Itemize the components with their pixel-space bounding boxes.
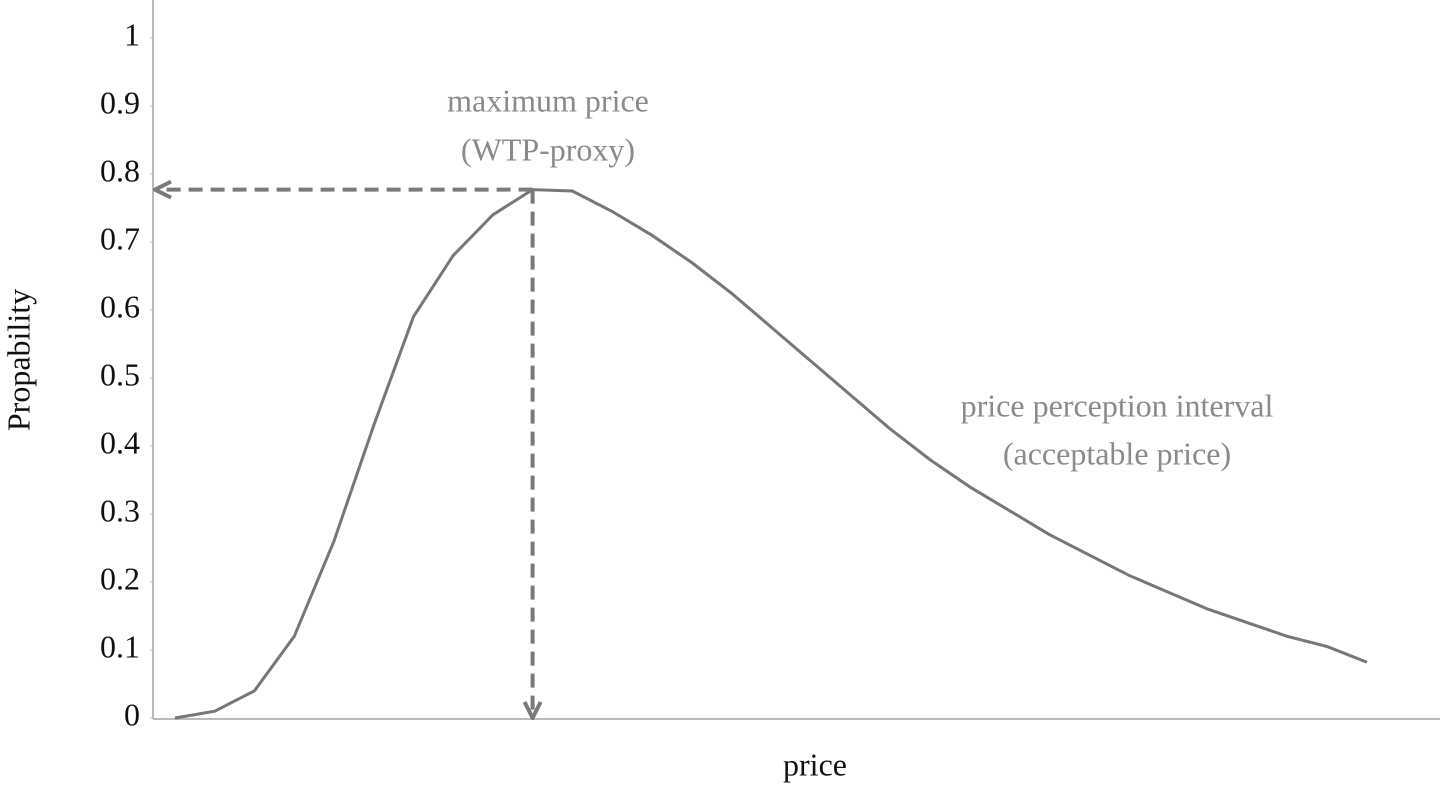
y-tick-label: 0.8 <box>100 152 140 188</box>
x-axis-label: price <box>783 746 847 782</box>
y-tick-label: 0.1 <box>100 628 140 664</box>
y-tick-label: 0.4 <box>100 424 140 460</box>
annotation: (WTP-proxy) <box>461 131 635 167</box>
annotation: (acceptable price) <box>1003 435 1231 471</box>
annotation: maximum price <box>447 82 649 118</box>
y-tick-label: 0.6 <box>100 288 140 324</box>
y-tick-label: 0.2 <box>100 560 140 596</box>
y-tick-label: 1 <box>124 16 140 52</box>
y-tick-label: 0 <box>124 696 140 732</box>
y-tick-label: 0.3 <box>100 492 140 528</box>
y-tick-label: 0.9 <box>100 84 140 120</box>
y-axis-label: Propability <box>0 289 36 431</box>
y-tick-label: 0.7 <box>100 220 140 256</box>
annotation: price perception interval <box>961 387 1274 423</box>
line <box>174 188 1368 720</box>
y-tick-label: 0.5 <box>100 356 140 392</box>
